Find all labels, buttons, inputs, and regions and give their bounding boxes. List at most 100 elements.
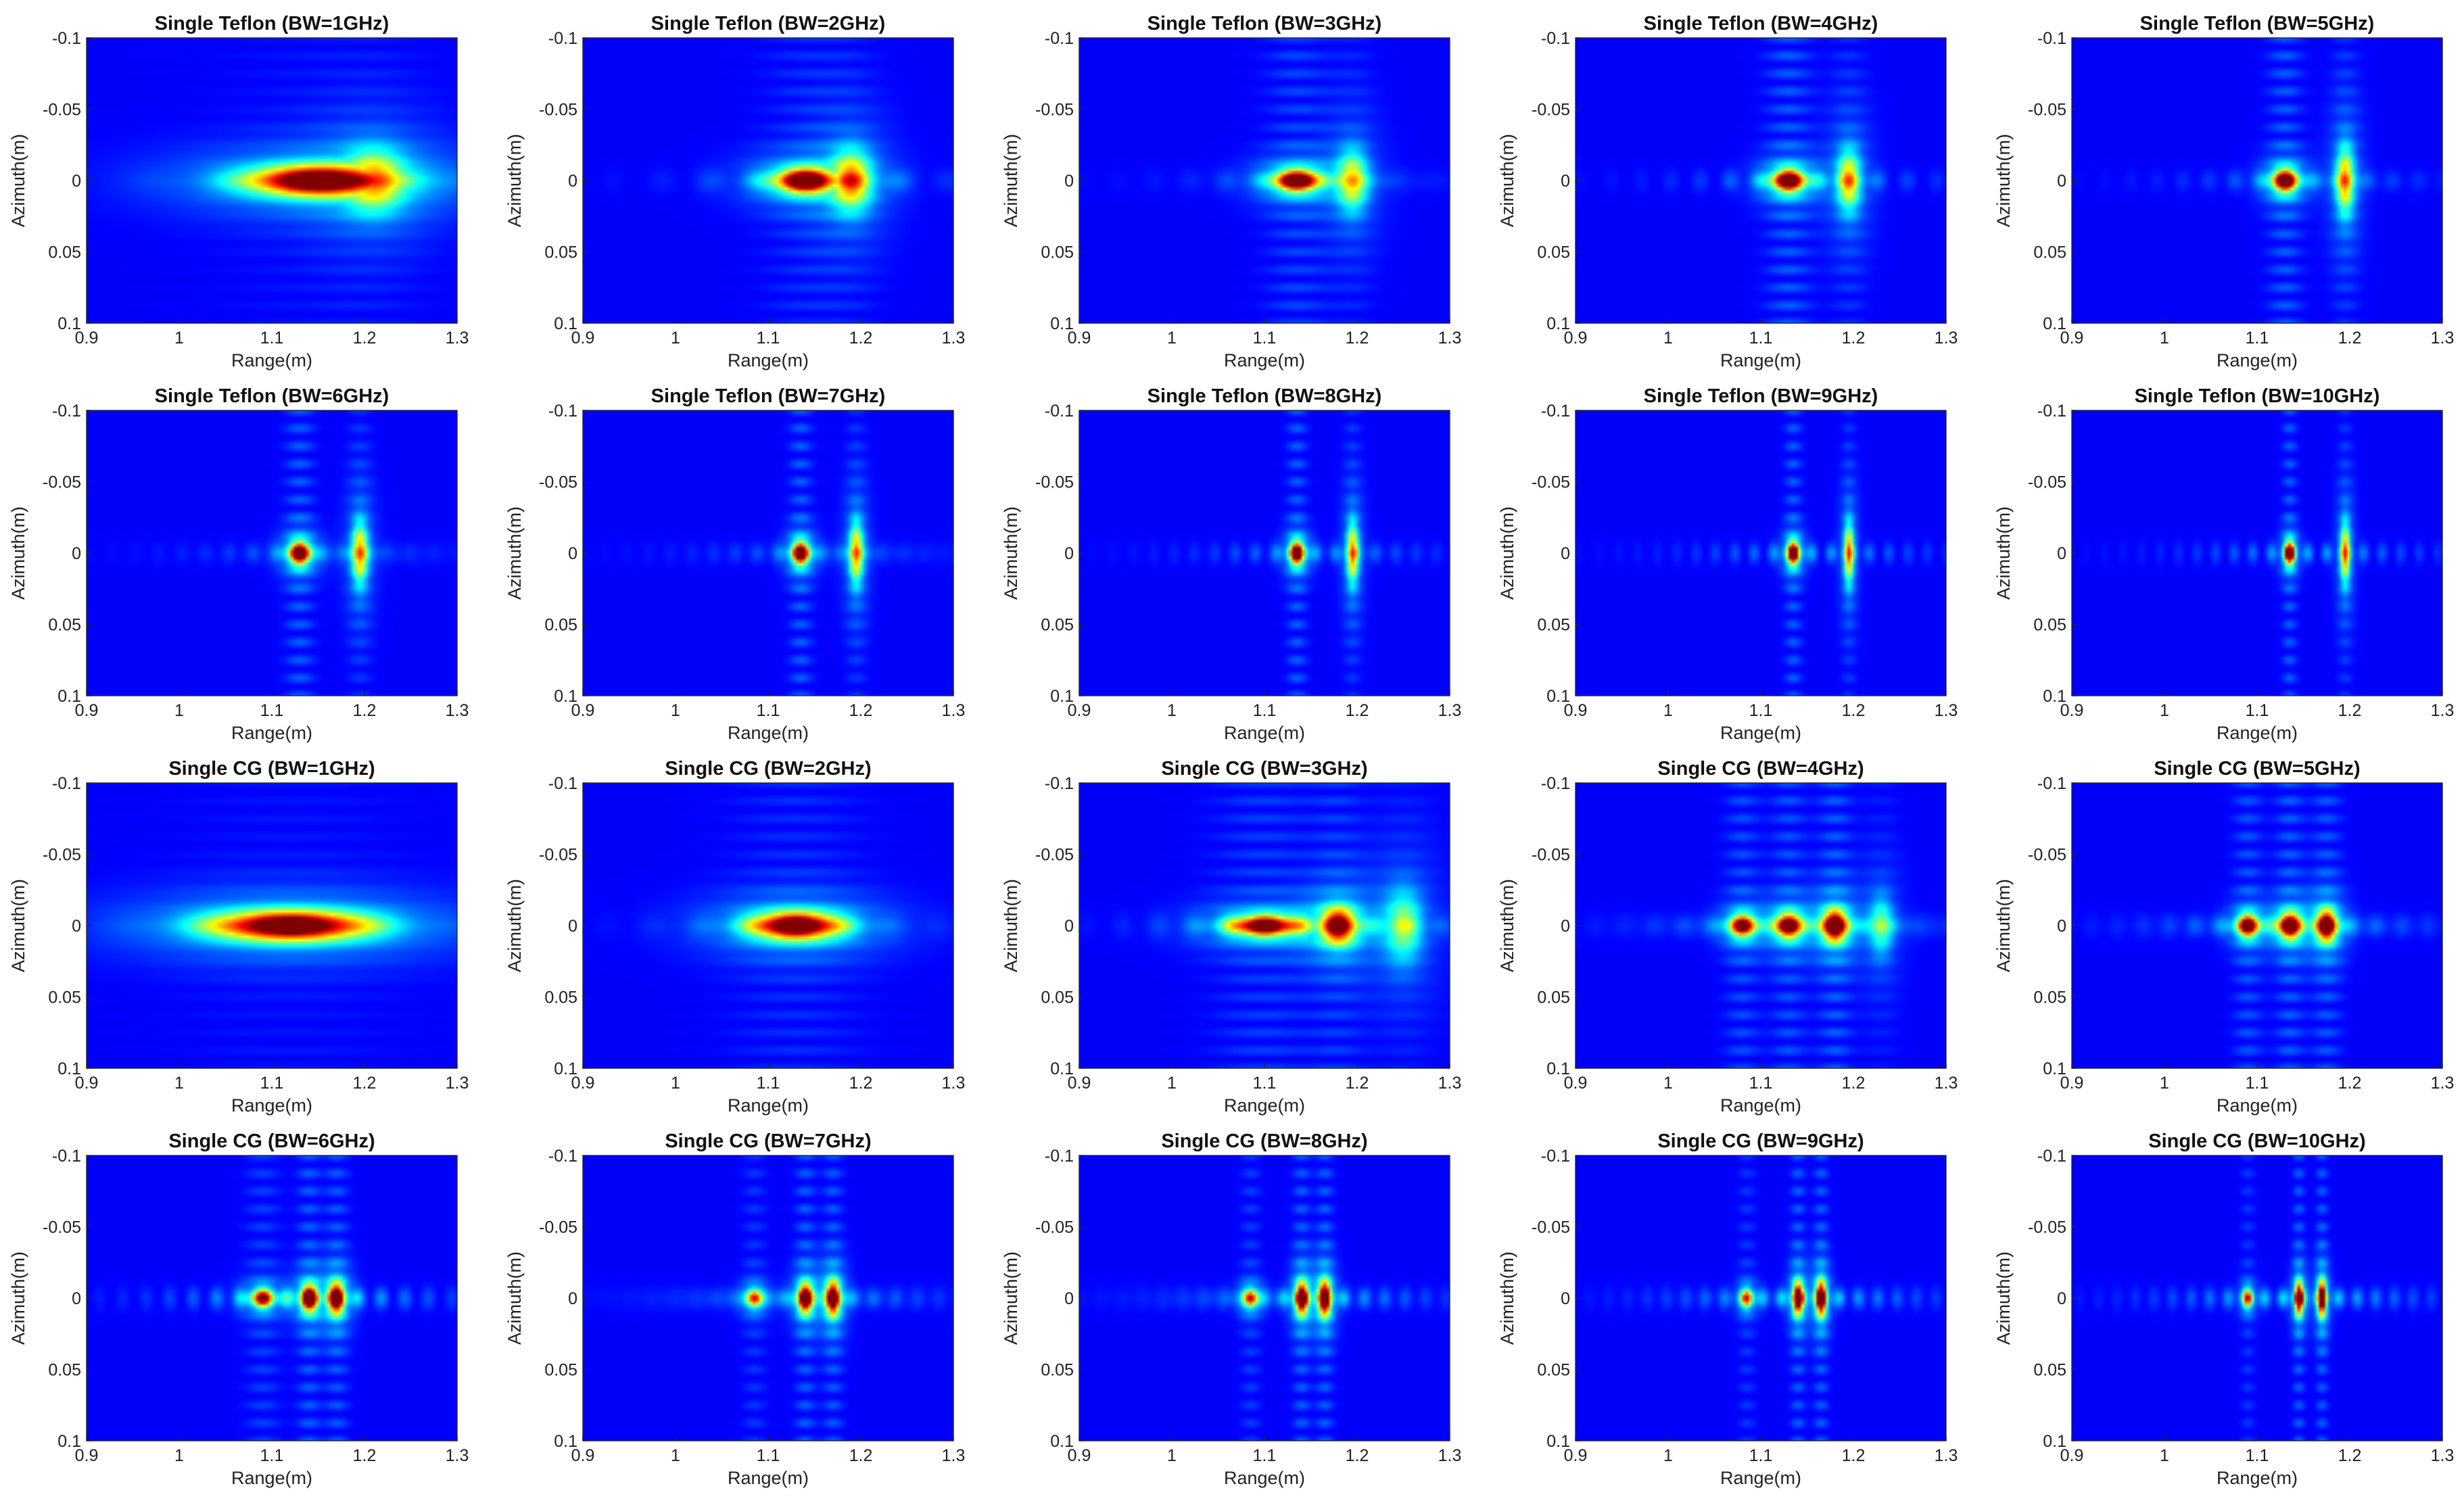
x-tick-label: 1.3 <box>1935 701 1958 720</box>
y-tick-label: 0.1 <box>554 687 577 706</box>
x-tick-label: 1.2 <box>2338 329 2362 348</box>
x-tick-label: 0.9 <box>2060 1074 2084 1093</box>
x-tick-label: 0.9 <box>571 701 595 720</box>
x-axis-label: Range(m) <box>1224 350 1305 371</box>
heatmap-image <box>1079 1155 1450 1441</box>
y-axis-label: Azimuth(m) <box>1497 506 1517 600</box>
y-tick-label: 0.05 <box>1537 243 1570 262</box>
y-tick-label: 0.05 <box>48 616 81 635</box>
y-tick-label: 0 <box>1561 544 1570 563</box>
x-tick-label: 1.1 <box>757 1074 780 1093</box>
heatmap-image <box>1575 1155 1946 1441</box>
y-tick-label: -0.05 <box>2028 846 2066 865</box>
x-tick-label: 1.2 <box>353 1446 377 1465</box>
x-tick-label: 0.9 <box>1068 701 1091 720</box>
y-tick-label: 0 <box>568 544 577 563</box>
x-tick-label: 1.3 <box>1438 329 1462 348</box>
y-tick-label: -0.1 <box>52 774 81 793</box>
y-tick-label: 0.05 <box>544 616 577 635</box>
y-tick-label: 0 <box>2057 172 2066 191</box>
y-tick-label: 0 <box>568 172 577 191</box>
heatmap-image <box>583 38 953 323</box>
x-tick-label: 1.1 <box>2246 1074 2269 1093</box>
y-tick-label: -0.05 <box>539 1218 577 1237</box>
y-axis-label: Azimuth(m) <box>1001 1251 1021 1345</box>
y-tick-label: 0.05 <box>1041 988 1074 1007</box>
panel-title: Single Teflon (BW=1GHz) <box>155 13 389 34</box>
x-tick-label: 1.2 <box>849 701 873 720</box>
x-tick-label: 1.1 <box>260 329 284 348</box>
y-tick-label: 0.1 <box>1050 1432 1074 1451</box>
x-axis-label: Range(m) <box>1720 1468 1801 1488</box>
y-axis-label: Azimuth(m) <box>1993 506 2014 600</box>
x-axis-label: Range(m) <box>1224 723 1305 743</box>
y-tick-label: -0.05 <box>43 1218 81 1237</box>
y-tick-label: 0.1 <box>2043 687 2066 706</box>
panel-title: Single CG (BW=6GHz) <box>168 1130 375 1152</box>
y-axis-label: Azimuth(m) <box>8 506 28 600</box>
y-axis-label: Azimuth(m) <box>504 879 525 972</box>
y-tick-label: 0 <box>568 917 577 936</box>
x-tick-label: 0.9 <box>75 1074 99 1093</box>
y-tick-label: 0.1 <box>1546 314 1570 333</box>
y-tick-label: 0.05 <box>2033 616 2066 635</box>
y-tick-label: 0.1 <box>1050 687 1074 706</box>
heatmap-panel: Single Teflon (BW=8GHz) 0.9 1 1.1 1.2 1.3 -0.1… <box>1001 385 1461 743</box>
x-tick-label: 1 <box>174 701 184 720</box>
y-tick-label: -0.05 <box>1532 101 1570 120</box>
x-tick-label: 1.3 <box>2431 701 2455 720</box>
x-tick-label: 1.1 <box>1749 701 1773 720</box>
y-tick-label: 0 <box>1064 544 1074 563</box>
y-tick-label: -0.1 <box>2037 402 2066 421</box>
heatmap-panel: Single CG (BW=1GHz) 0.9 1 1.1 1.2 1.3 -0.1 -0.0… <box>8 758 469 1116</box>
x-tick-label: 1.3 <box>942 1074 966 1093</box>
x-tick-label: 1.2 <box>849 1446 873 1465</box>
x-axis-label: Range(m) <box>1720 723 1801 743</box>
x-tick-label: 1.1 <box>1253 1074 1277 1093</box>
y-axis-label: Azimuth(m) <box>1001 879 1021 972</box>
x-tick-label: 1.1 <box>1253 1446 1277 1465</box>
heatmap-image <box>1079 38 1450 323</box>
heatmap-panel: Single Teflon (BW=7GHz) 0.9 1 1.1 1.2 1.3 -0.1… <box>504 385 965 743</box>
x-tick-label: 1 <box>1663 1074 1673 1093</box>
x-tick-label: 1.1 <box>1253 701 1277 720</box>
x-tick-label: 1.3 <box>446 701 469 720</box>
x-tick-label: 1 <box>2160 329 2169 348</box>
panel-title: Single CG (BW=5GHz) <box>2154 758 2360 780</box>
y-axis-label: Azimuth(m) <box>1497 1251 1517 1345</box>
x-tick-label: 1.2 <box>2338 1446 2362 1465</box>
x-tick-label: 1.3 <box>446 329 469 348</box>
y-tick-label: -0.05 <box>1532 473 1570 492</box>
y-tick-label: 0.1 <box>57 1059 81 1078</box>
y-tick-label: 0 <box>568 1289 577 1308</box>
panel-title: Single CG (BW=7GHz) <box>665 1130 871 1152</box>
x-axis-label: Range(m) <box>728 1095 809 1116</box>
heatmap-image <box>1575 38 1946 323</box>
x-tick-label: 1.2 <box>849 1074 873 1093</box>
x-tick-label: 1.2 <box>2338 701 2362 720</box>
x-tick-label: 1 <box>1663 701 1673 720</box>
y-tick-label: -0.05 <box>2028 473 2066 492</box>
y-tick-label: 0.1 <box>554 1059 577 1078</box>
y-tick-label: -0.1 <box>1045 402 1074 421</box>
x-tick-label: 1 <box>671 1446 680 1465</box>
x-axis-label: Range(m) <box>728 350 809 371</box>
x-axis-label: Range(m) <box>1224 1095 1305 1116</box>
y-tick-label: 0.05 <box>544 243 577 262</box>
x-tick-label: 1.2 <box>1842 1074 1866 1093</box>
y-tick-label: -0.1 <box>52 29 81 48</box>
x-tick-label: 0.9 <box>1564 1074 1588 1093</box>
panel-title: Single Teflon (BW=4GHz) <box>1644 13 1878 34</box>
y-tick-label: 0.05 <box>544 1361 577 1380</box>
x-tick-label: 1.2 <box>1346 1074 1369 1093</box>
x-tick-label: 1.3 <box>2431 1446 2455 1465</box>
x-axis-label: Range(m) <box>231 723 312 743</box>
x-tick-label: 1 <box>2160 1446 2169 1465</box>
x-tick-label: 1.3 <box>446 1074 469 1093</box>
y-tick-label: 0.05 <box>1537 616 1570 635</box>
heatmap-panel: Single CG (BW=10GHz) 0.9 1 1.1 1.2 1.3 -0.1 -0.… <box>1993 1130 2454 1488</box>
x-tick-label: 1.1 <box>2246 701 2269 720</box>
x-tick-label: 0.9 <box>571 1074 595 1093</box>
y-tick-label: -0.05 <box>1035 846 1074 865</box>
x-tick-label: 0.9 <box>1068 1446 1091 1465</box>
